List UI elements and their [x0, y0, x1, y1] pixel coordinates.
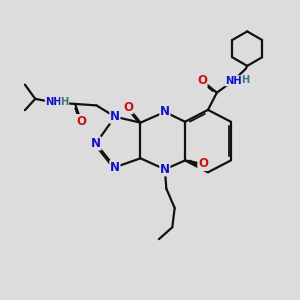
Text: N: N [110, 161, 120, 174]
Text: O: O [76, 115, 86, 128]
Text: H: H [242, 75, 250, 85]
Text: O: O [197, 74, 207, 87]
Text: NH: NH [45, 98, 62, 107]
Text: N: N [91, 137, 101, 150]
Text: N: N [160, 106, 170, 118]
Text: O: O [198, 158, 208, 170]
Text: O: O [123, 101, 133, 114]
Text: N: N [160, 163, 170, 176]
Text: N: N [110, 110, 120, 123]
Text: NH: NH [225, 76, 242, 86]
Text: H: H [61, 97, 69, 106]
